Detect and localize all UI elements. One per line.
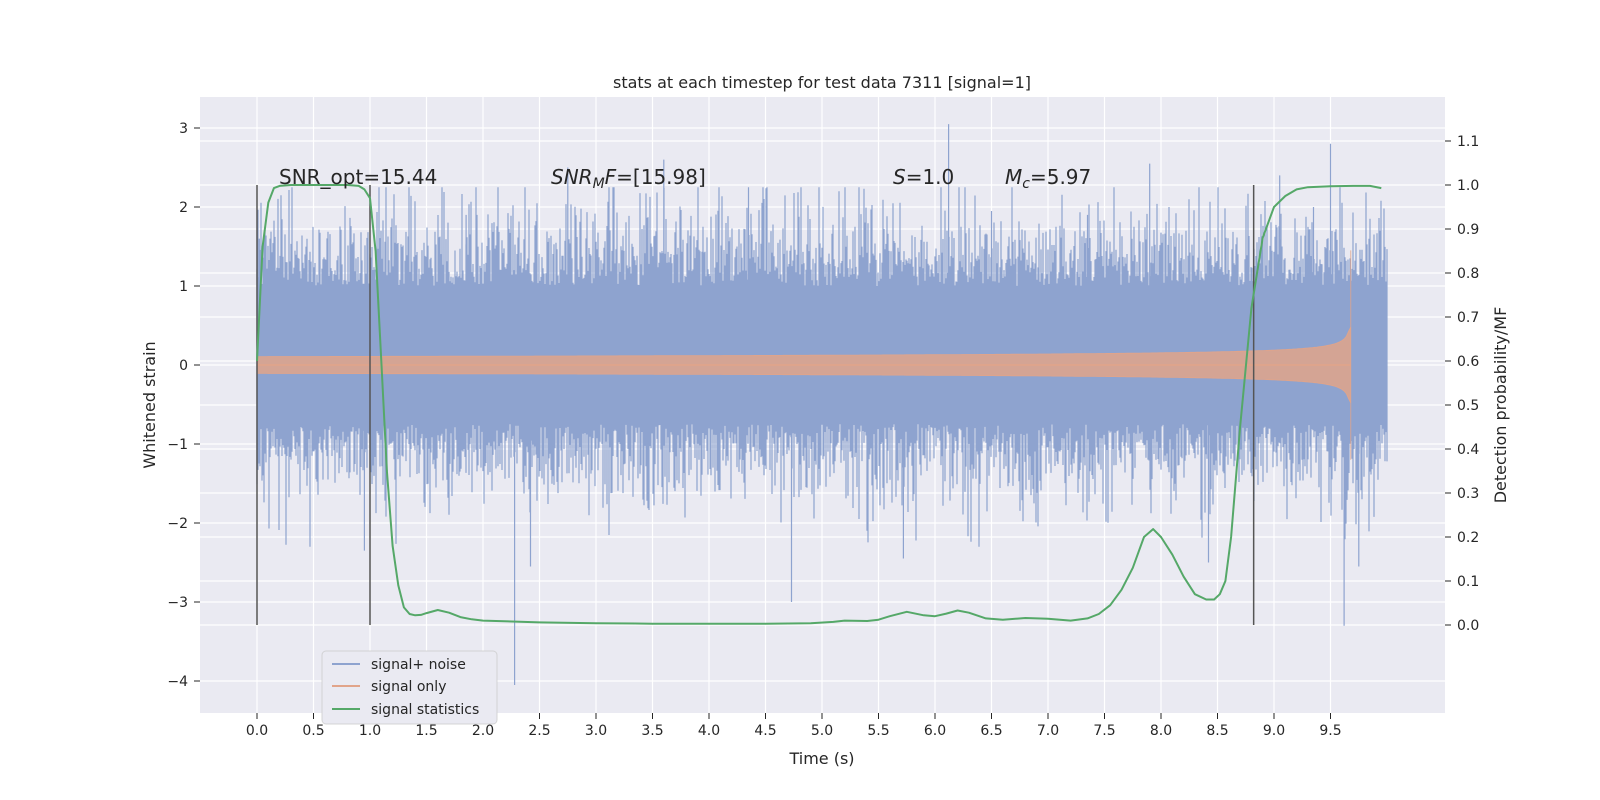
chart-title: stats at each timestep for test data 731… (613, 73, 1031, 92)
snr-mf-value: =[15.98] (616, 165, 706, 189)
x-tick-label: 6.5 (980, 723, 1002, 739)
x-tick-label: 5.5 (867, 723, 889, 739)
x-tick-label: 9.0 (1263, 723, 1285, 739)
x-tick-label: 0.0 (246, 723, 268, 739)
y-tick-label-left: −3 (167, 595, 188, 611)
stats-line (256, 184, 1382, 625)
annotation-snr-opt: SNR_opt=15.44 (279, 165, 437, 189)
y-tick-label-left: −2 (167, 516, 188, 532)
left-axis-ticks: −4 −3 −2 −1 0 1 2 3 (167, 121, 200, 690)
x-tick-label: 1.0 (359, 723, 381, 739)
x-axis-ticks: 0.0 0.5 1.0 1.5 2.0 2.5 3.0 3.5 4.0 4.5 5.0 5.5 6.0 6… (246, 713, 1342, 739)
x-tick-label: 1.5 (415, 723, 437, 739)
y-tick-label-right: 1.0 (1457, 178, 1479, 194)
x-axis-label: Time (s) (788, 749, 854, 768)
s-value: =1.0 (906, 165, 955, 189)
x-tick-label: 7.5 (1093, 723, 1115, 739)
y-tick-label-right: 0.9 (1457, 222, 1479, 238)
signal-envelope (256, 250, 1352, 460)
snr-mf-subscript: M (593, 176, 605, 192)
x-tick-label: 8.0 (1150, 723, 1172, 739)
y-tick-label-right: 0.3 (1457, 486, 1479, 502)
legend-label-noise: signal+ noise (371, 657, 466, 673)
y-axis-label-left: Whitened strain (140, 341, 159, 468)
x-tick-label: 4.5 (754, 723, 776, 739)
y-tick-label-right: 0.0 (1457, 618, 1479, 634)
mc-subscript: c (1022, 176, 1030, 192)
y-tick-label-left: 1 (179, 279, 188, 295)
x-tick-label: 2.5 (528, 723, 550, 739)
x-tick-label: 0.5 (302, 723, 324, 739)
x-tick-label: 5.0 (811, 723, 833, 739)
x-tick-label: 3.5 (641, 723, 663, 739)
legend-label-stats: signal statistics (371, 702, 479, 718)
y-tick-label-right: 0.5 (1457, 398, 1479, 414)
signal-series (256, 250, 1352, 460)
x-tick-label: 3.0 (585, 723, 607, 739)
y-tick-label-left: 3 (179, 121, 188, 137)
y-tick-label-right: 0.2 (1457, 530, 1479, 546)
legend: signal+ noise signal only signal statist… (321, 650, 498, 725)
y-tick-label-right: 0.7 (1457, 310, 1479, 326)
annotation-snr-mf: SNRMF=[15.98] (551, 165, 706, 192)
x-tick-label: 9.5 (1319, 723, 1341, 739)
legend-box (321, 650, 498, 725)
x-tick-label: 6.0 (924, 723, 946, 739)
y-axis-label-right: Detection probability/MF (1491, 307, 1510, 504)
right-axis-ticks: 0.0 0.1 0.2 0.3 0.4 0.5 0.6 0.7 0.8 0.9 1.0 1.1 (1445, 134, 1479, 634)
snr-mf-f: F (605, 165, 617, 189)
y-tick-label-left: −1 (167, 437, 188, 453)
y-tick-label-left: −4 (167, 674, 188, 690)
legend-label-signal: signal only (371, 679, 446, 695)
y-tick-label-left: 0 (179, 358, 188, 374)
annotation-mc: Mc=5.97 (1005, 165, 1091, 192)
x-tick-label: 2.0 (472, 723, 494, 739)
x-tick-label: 7.0 (1037, 723, 1059, 739)
snr-mf-symbol: SNR (551, 165, 593, 189)
y-tick-label-right: 0.8 (1457, 266, 1479, 282)
y-tick-label-right: 1.1 (1457, 134, 1479, 150)
s-symbol: S (893, 165, 906, 189)
y-tick-label-right: 0.1 (1457, 574, 1479, 590)
stats-series (256, 184, 1382, 625)
mc-value: =5.97 (1030, 165, 1091, 189)
y-tick-label-left: 2 (179, 200, 188, 216)
annotation-s: S=1.0 (893, 165, 954, 189)
mc-symbol: M (1005, 165, 1022, 189)
y-tick-label-right: 0.4 (1457, 442, 1479, 458)
vertical-markers (256, 185, 1255, 625)
x-tick-label: 4.0 (698, 723, 720, 739)
y-tick-label-right: 0.6 (1457, 354, 1479, 370)
x-tick-label: 8.5 (1206, 723, 1228, 739)
